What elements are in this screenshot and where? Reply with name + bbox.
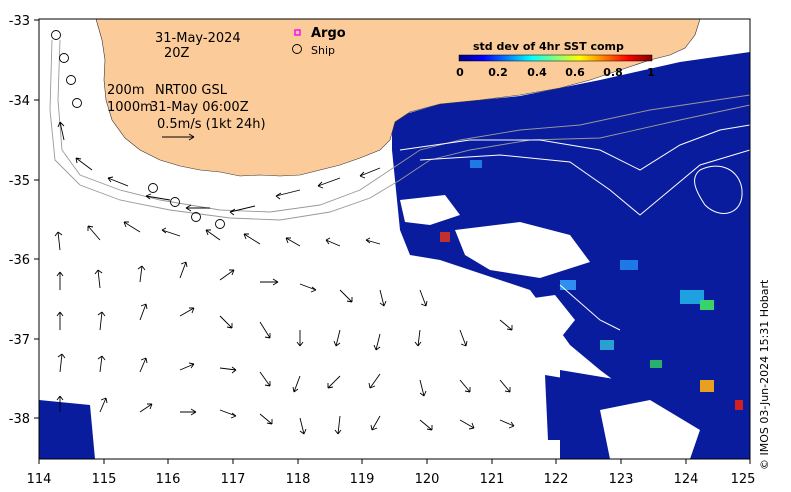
ship-legend: Ship xyxy=(292,44,335,57)
source-label: NRT00 GSL xyxy=(155,83,228,98)
ship-marker xyxy=(51,30,61,40)
plot-frame xyxy=(38,18,751,460)
colorbar-tick-label: 0.8 xyxy=(603,66,623,79)
contour-1000m-label: 1000m xyxy=(107,100,153,115)
colorbar-tick-label: 1 xyxy=(647,66,655,79)
y-tick-label: -37 xyxy=(9,333,30,348)
y-axis-ticks xyxy=(34,19,39,419)
y-tick-label: -34 xyxy=(9,94,30,109)
y-tick-label: -38 xyxy=(9,412,30,427)
ship-marker xyxy=(170,197,180,207)
x-tick-label: 117 xyxy=(221,472,246,487)
argo-legend: Argo xyxy=(294,26,346,41)
current-vectors xyxy=(54,121,515,435)
sst-high-variance-patches xyxy=(440,160,743,410)
ship-legend-label: Ship xyxy=(311,44,335,57)
argo-marker-icon xyxy=(294,29,301,36)
x-axis-ticks xyxy=(38,459,751,464)
colorbar-title: std dev of 4hr SST comp xyxy=(473,40,624,53)
contour-200m-label: 200m xyxy=(107,83,144,98)
scale-label: 0.5m/s (1kt 24h) xyxy=(157,117,266,132)
x-tick-label: 125 xyxy=(731,472,756,487)
ship-marker xyxy=(191,212,201,222)
colorbar-tick-label: 0.6 xyxy=(565,66,585,79)
sst-data-gaps xyxy=(400,195,700,459)
vector-time-label: 31-May 06:00Z xyxy=(150,100,249,115)
colorbar-tick-label: 0 xyxy=(456,66,464,79)
x-tick-label: 114 xyxy=(27,472,52,487)
scale-arrow xyxy=(162,133,195,141)
ship-marker xyxy=(72,98,82,108)
x-tick-label: 118 xyxy=(286,472,311,487)
x-tick-label: 115 xyxy=(92,472,117,487)
y-tick-label: -36 xyxy=(9,253,30,268)
y-tick-label: -33 xyxy=(9,14,30,29)
ship-marker xyxy=(59,53,69,63)
argo-legend-label: Argo xyxy=(311,26,346,41)
time-label: 20Z xyxy=(164,46,190,61)
ship-marker xyxy=(148,183,158,193)
date-label: 31-May-2024 xyxy=(155,31,241,46)
x-tick-label: 119 xyxy=(350,472,375,487)
x-tick-label: 123 xyxy=(609,472,634,487)
x-tick-label: 120 xyxy=(415,472,440,487)
ship-marker-icon xyxy=(292,44,302,54)
x-tick-label: 116 xyxy=(156,472,181,487)
ship-marker xyxy=(66,75,76,85)
copyright-text: © IMOS 03-Jun-2024 15:31 Hobart xyxy=(758,279,771,470)
colorbar-tick-label: 0.4 xyxy=(527,66,547,79)
colorbar: std dev of 4hr SST comp 0 0.2 0.4 0.6 0.… xyxy=(456,40,655,79)
bathymetry-contours xyxy=(49,39,750,221)
x-tick-label: 121 xyxy=(480,472,505,487)
y-tick-label: -35 xyxy=(9,174,30,189)
ship-marker xyxy=(215,219,225,229)
ssh-contours xyxy=(399,124,750,331)
ship-track xyxy=(51,30,225,229)
x-tick-label: 124 xyxy=(674,472,699,487)
x-tick-label: 122 xyxy=(544,472,569,487)
colorbar-tick-label: 0.2 xyxy=(488,66,508,79)
colorbar-gradient xyxy=(458,54,653,62)
